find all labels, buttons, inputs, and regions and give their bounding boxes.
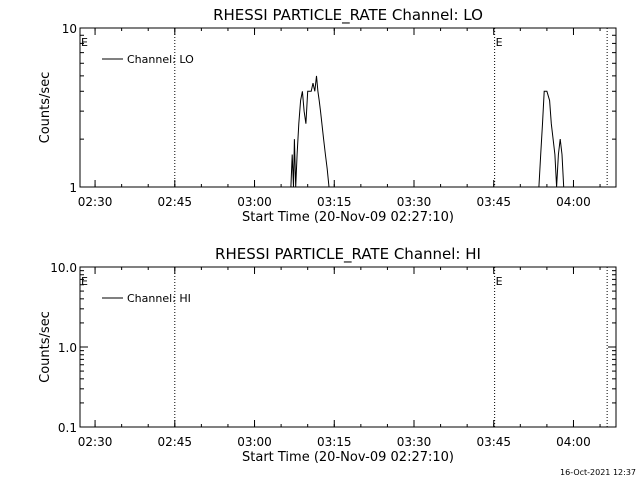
y-axis-label: Counts/sec (38, 311, 53, 383)
x-axis-label: Start Time (20-Nov-09 02:27:10) (242, 450, 454, 465)
y-axis-label: Counts/sec (38, 72, 53, 144)
x-tick-label: 02:45 (157, 195, 192, 209)
chart-title: RHESSI PARTICLE_RATE Channel: LO (213, 6, 483, 25)
x-axis-label: Start Time (20-Nov-09 02:27:10) (242, 210, 454, 225)
series-line (290, 75, 566, 188)
x-tick-label: 03:30 (397, 195, 432, 209)
x-tick-label: 02:30 (78, 195, 113, 209)
x-tick-label: 03:45 (476, 435, 511, 449)
x-tick-label: 03:30 (397, 435, 432, 449)
x-tick-label: 03:15 (317, 195, 352, 209)
x-tick-label: 04:00 (556, 195, 591, 209)
x-tick-label: 03:00 (237, 435, 272, 449)
event-marker-label: E (496, 36, 503, 49)
legend-label: Channel: LO (127, 53, 194, 66)
y-tick-label: 1 (69, 181, 77, 195)
y-tick-label: 10 (62, 22, 77, 36)
y-tick-label: 1.0 (58, 341, 77, 355)
x-tick-label: 04:00 (556, 435, 591, 449)
y-tick-label: 10.0 (50, 261, 77, 275)
x-tick-label: 02:30 (78, 435, 113, 449)
x-tick-label: 03:15 (317, 435, 352, 449)
plot-frame (79, 266, 617, 428)
x-tick-label: 02:45 (157, 435, 192, 449)
event-marker-label: E (81, 36, 88, 49)
x-tick-label: 03:00 (237, 195, 272, 209)
plot-frame (79, 27, 617, 188)
x-tick-label: 03:45 (476, 195, 511, 209)
y-tick-label: 0.1 (58, 421, 77, 435)
legend-label: Channel: HI (127, 292, 191, 305)
event-marker-label: E (496, 275, 503, 288)
footer-timestamp: 16-Oct-2021 12:37 (560, 468, 636, 477)
event-marker-label: E (81, 275, 88, 288)
chart-title: RHESSI PARTICLE_RATE Channel: HI (215, 245, 481, 264)
